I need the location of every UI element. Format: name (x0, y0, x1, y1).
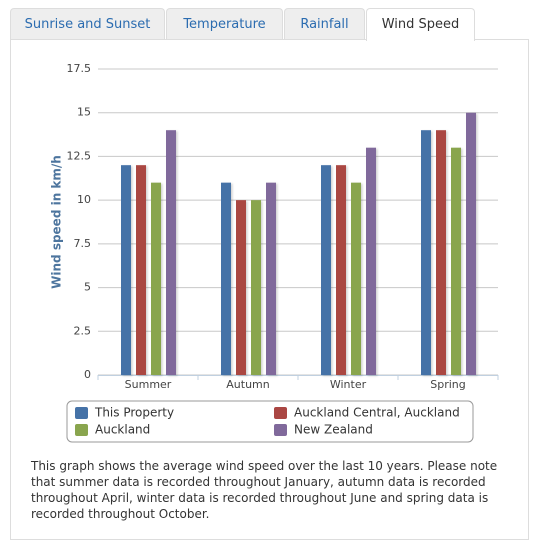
x-tick-label: Spring (430, 378, 466, 391)
bar (221, 182, 231, 375)
y-tick-label: 7.5 (74, 237, 92, 250)
panel (10, 39, 529, 540)
x-tick-label: Summer (125, 378, 172, 391)
bar (266, 182, 276, 375)
legend-label: Auckland (95, 423, 150, 437)
x-tick-label: Winter (330, 378, 367, 391)
y-tick-label: 5 (84, 281, 91, 294)
bar (366, 147, 376, 375)
y-tick-label: 0 (84, 368, 91, 381)
bar (466, 112, 476, 375)
bar (436, 130, 446, 375)
bar (421, 130, 431, 375)
bar (136, 165, 146, 375)
legend-label: Auckland Central, Auckland (294, 406, 460, 420)
legend-swatch (75, 407, 88, 419)
legend-label: New Zealand (294, 423, 373, 437)
bar (336, 165, 346, 375)
legend-box (66, 400, 474, 443)
y-tick-label: 10 (77, 193, 91, 206)
x-tick-label: Autumn (226, 378, 269, 391)
legend-swatch (75, 424, 88, 436)
legend-label: This Property (94, 406, 174, 420)
tab[interactable]: Temperature (166, 8, 283, 39)
bar (166, 130, 176, 375)
bar (351, 182, 361, 375)
y-tick-label: 2.5 (74, 324, 92, 337)
legend-swatch (274, 407, 287, 419)
y-tick-label: 15 (77, 106, 91, 119)
y-tick-label: 17.5 (67, 62, 92, 75)
bar (151, 182, 161, 375)
legend-swatch (274, 424, 287, 436)
bar (451, 147, 461, 375)
bar (251, 200, 261, 375)
bar (236, 200, 246, 375)
y-axis-title: Wind speed in km/h (50, 155, 64, 289)
tab[interactable]: Wind Speed (366, 8, 475, 41)
tab[interactable]: Sunrise and Sunset (10, 8, 165, 39)
description: This graph shows the average wind speed … (31, 459, 498, 521)
bar (321, 165, 331, 375)
tab[interactable]: Rainfall (284, 8, 365, 39)
y-tick-label: 12.5 (67, 149, 92, 162)
bar (121, 165, 131, 375)
